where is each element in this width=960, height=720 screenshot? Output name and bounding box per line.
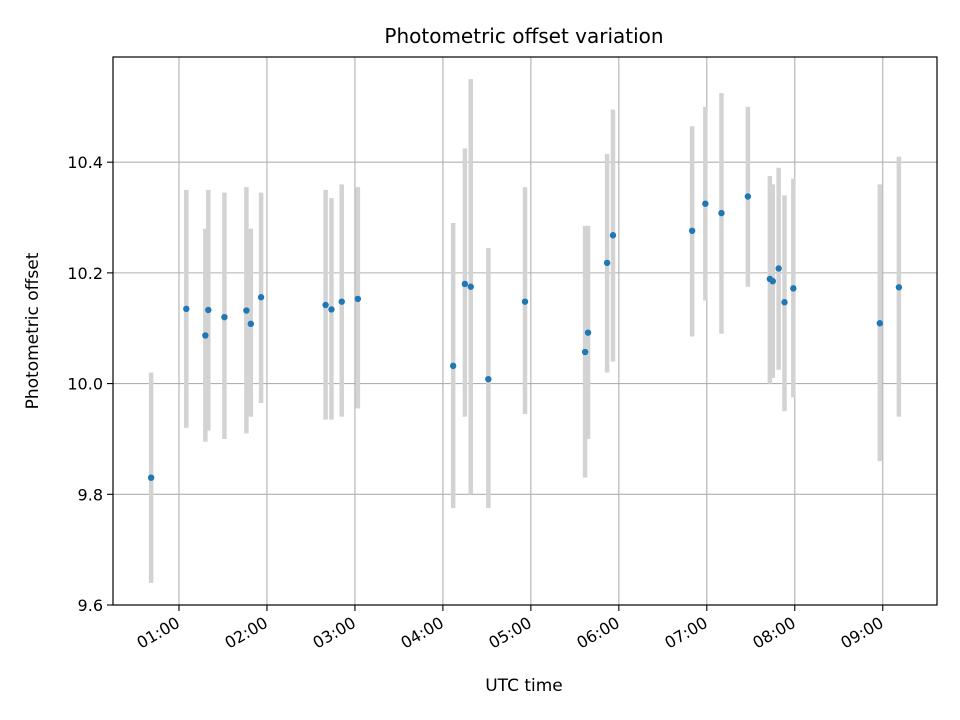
data-point <box>781 299 788 306</box>
data-point <box>221 313 228 321</box>
data-point <box>895 284 903 291</box>
y-tick-label: 9.6 <box>78 596 103 615</box>
data-point <box>876 320 884 327</box>
data-points <box>147 193 903 481</box>
data-point <box>147 474 155 481</box>
data-point <box>354 295 362 303</box>
data-point <box>183 305 190 313</box>
data-point <box>775 265 782 272</box>
data-point <box>718 209 725 217</box>
data-point <box>609 232 617 239</box>
plot-frame <box>112 56 938 606</box>
data-point <box>688 227 696 235</box>
data-point <box>521 298 529 305</box>
y-axis-label: Photometric offset <box>23 252 43 409</box>
data-point <box>202 332 209 339</box>
data-point <box>205 306 212 314</box>
y-tick-label: 9.8 <box>78 485 103 504</box>
data-point <box>461 280 469 288</box>
data-point <box>338 298 345 305</box>
data-point <box>744 193 752 200</box>
data-point <box>702 200 709 207</box>
y-tick-label: 10.0 <box>67 375 103 394</box>
data-point <box>790 285 797 292</box>
data-point <box>247 320 255 328</box>
data-point <box>584 329 592 336</box>
data-point <box>603 259 611 267</box>
data-point <box>485 375 492 383</box>
x-axis-label: UTC time <box>485 676 563 696</box>
data-point <box>769 277 776 285</box>
data-point <box>449 362 457 370</box>
data-point <box>257 294 265 301</box>
chart-title: Photometric offset variation <box>384 24 663 48</box>
y-tick-label: 10.2 <box>67 264 103 283</box>
data-point <box>581 348 589 356</box>
data-point <box>243 307 250 314</box>
data-point <box>467 283 474 290</box>
y-axis-ticks: 9.6 9.8 10.0 10.2 10.4 <box>67 153 113 615</box>
data-point <box>328 306 335 313</box>
data-point <box>322 301 329 309</box>
y-tick-label: 10.4 <box>67 153 103 172</box>
